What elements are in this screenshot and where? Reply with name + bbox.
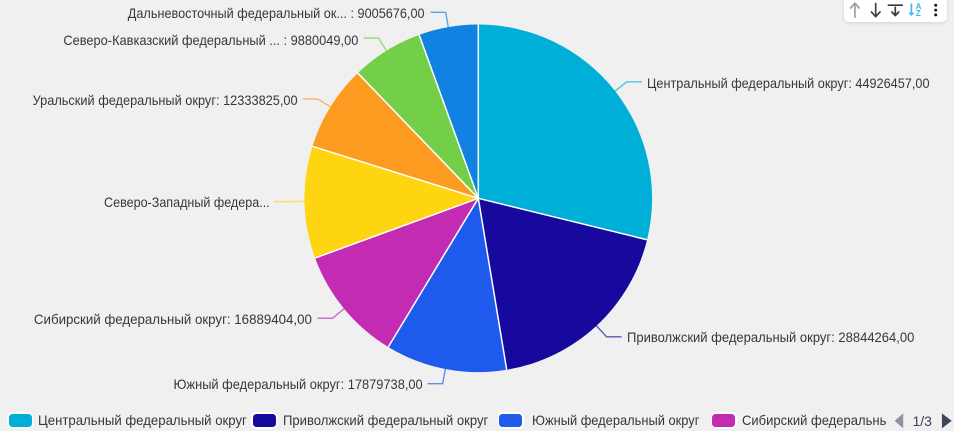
svg-text:A: A xyxy=(915,2,921,11)
svg-text:Z: Z xyxy=(915,9,920,18)
